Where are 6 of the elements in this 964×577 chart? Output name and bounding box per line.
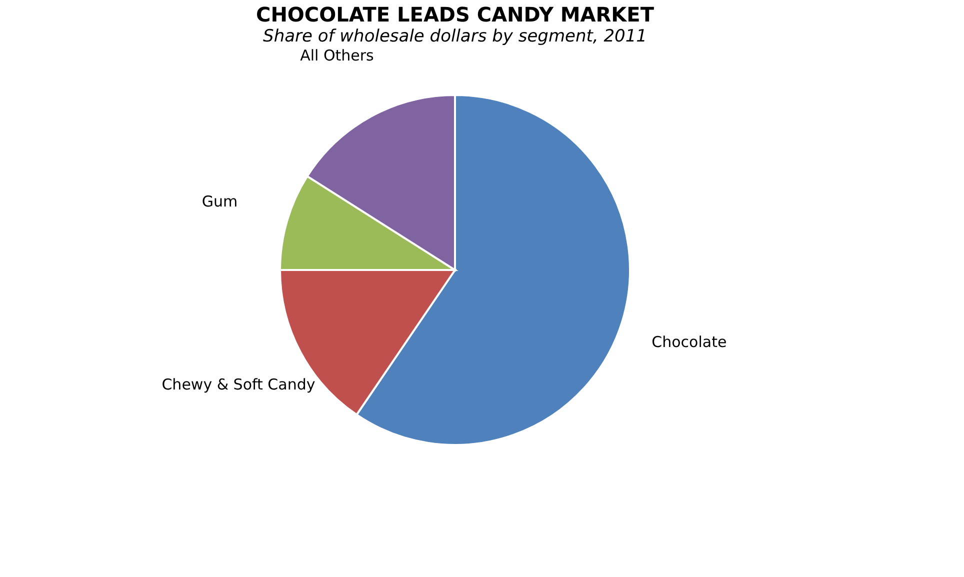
- slice-label: All Others: [300, 46, 374, 64]
- slice-label: Chocolate: [652, 333, 727, 352]
- slice-label: Gum: [202, 192, 238, 211]
- chart-title: CHOCOLATE LEADS CANDY MARKET: [256, 2, 654, 26]
- chart-subtitle: Share of wholesale dollars by segment, 2011: [263, 26, 647, 46]
- slice-label: Chewy & Soft Candy: [162, 376, 316, 394]
